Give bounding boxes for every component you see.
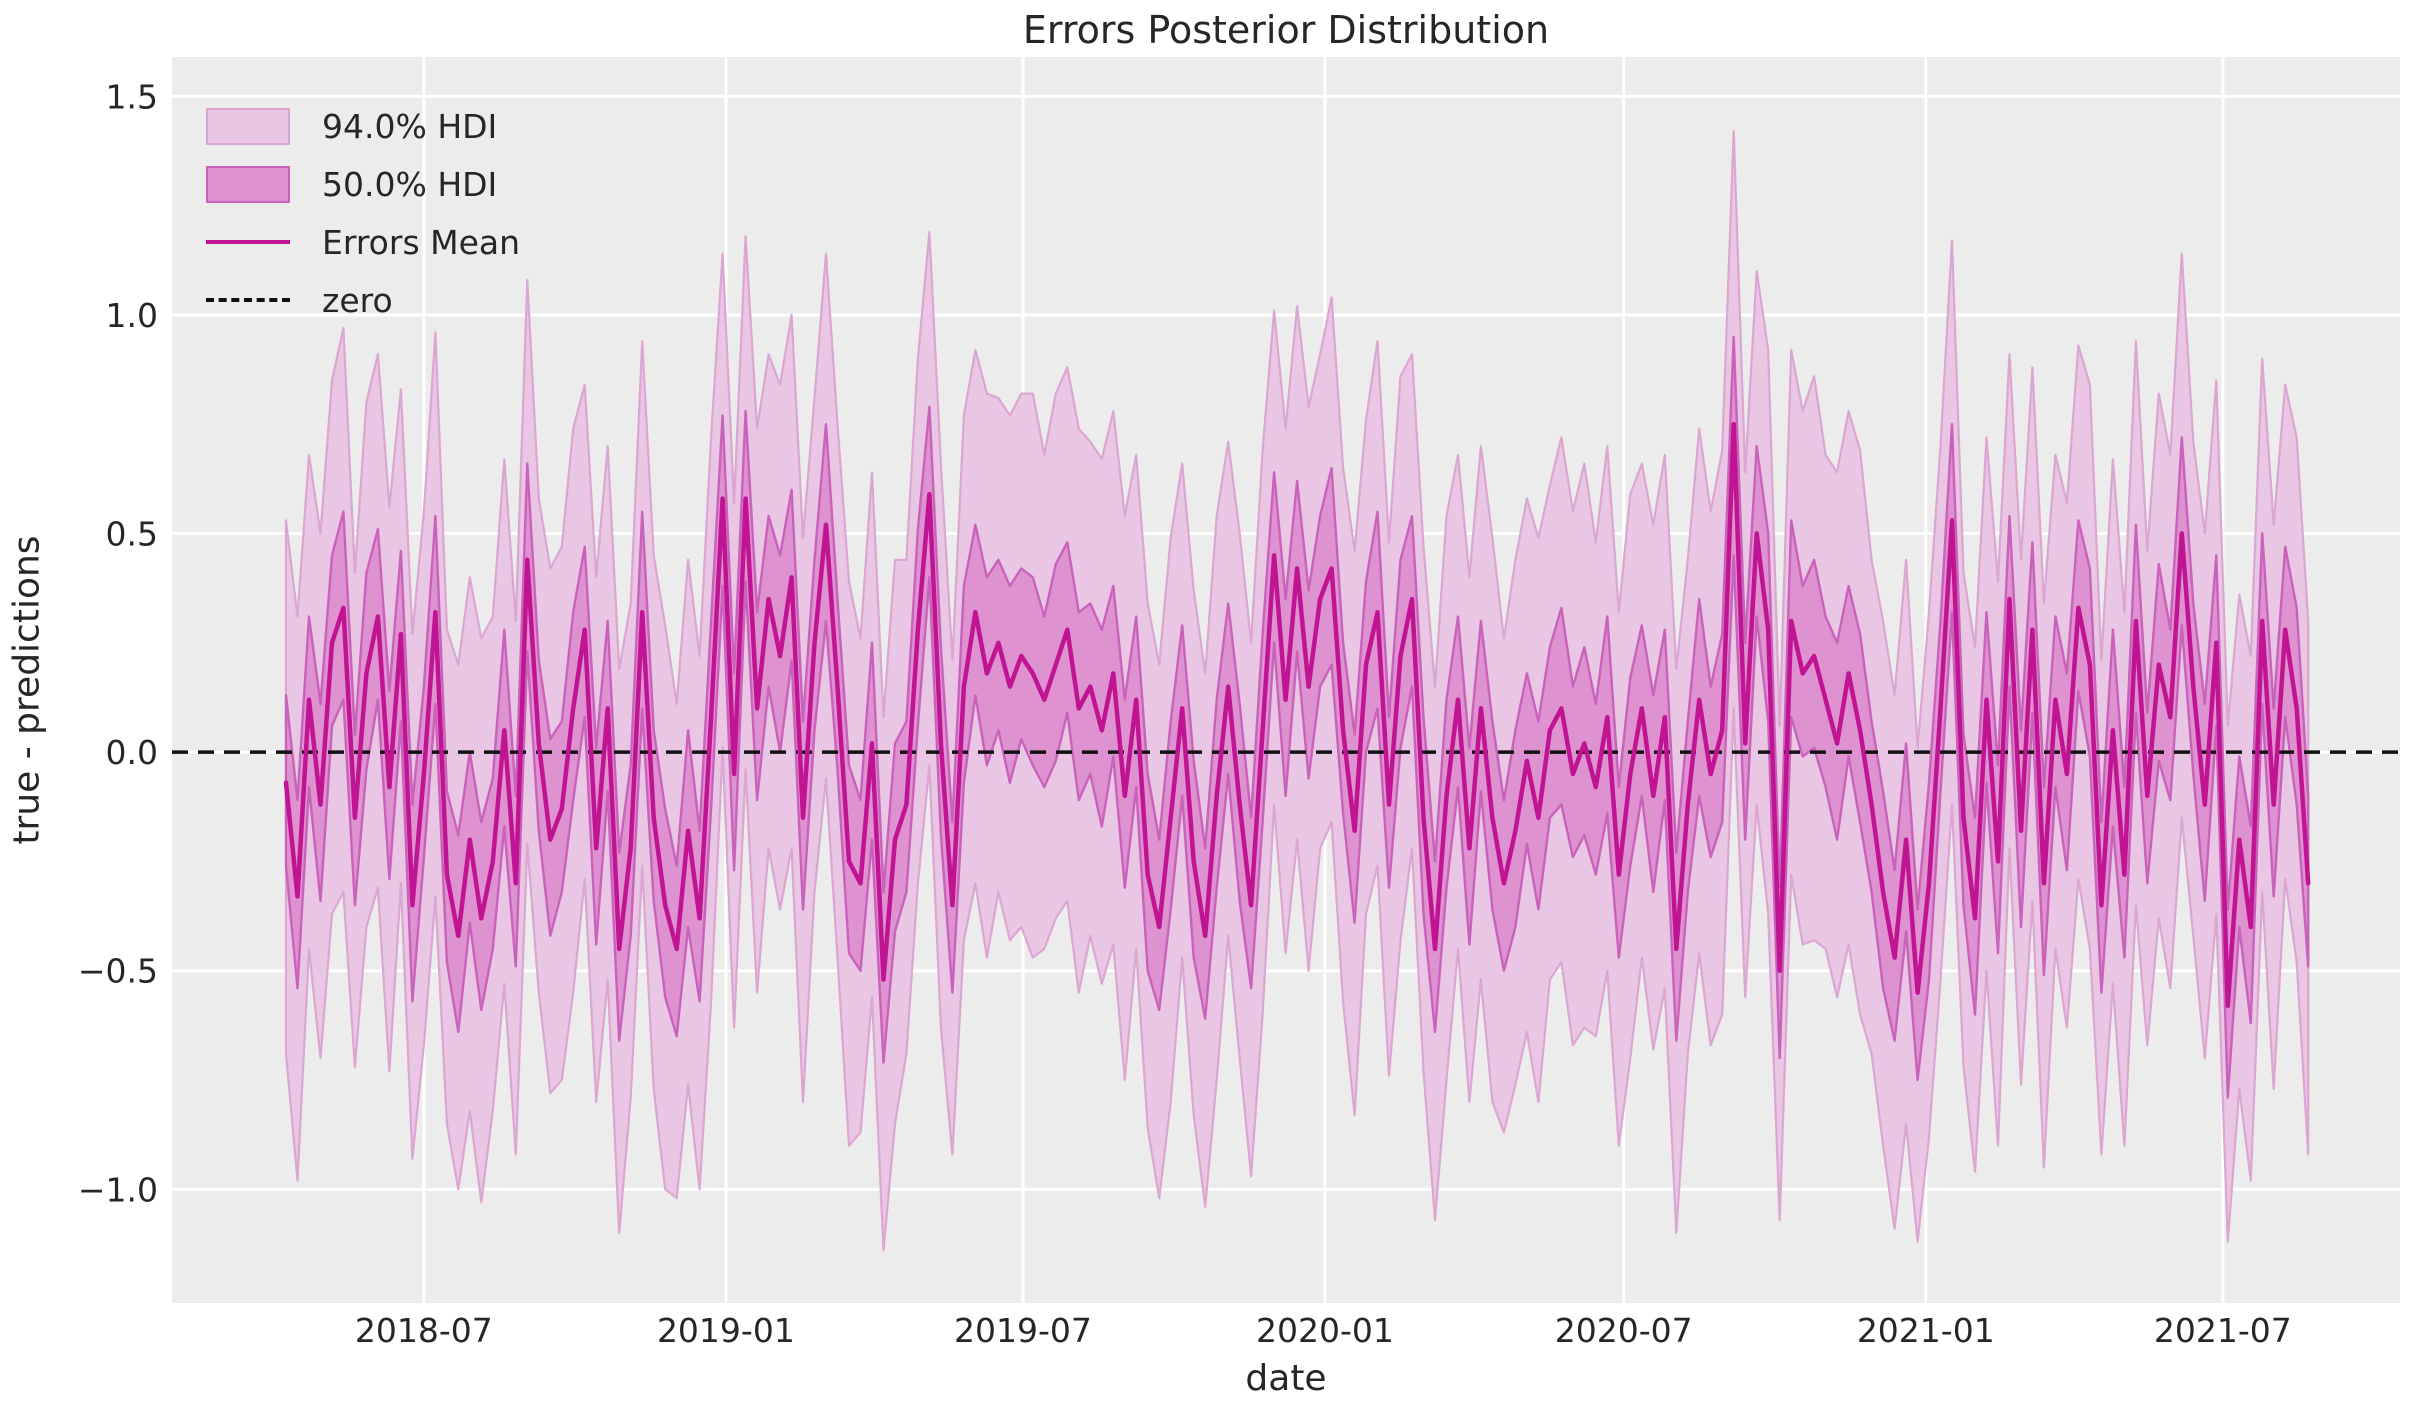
legend-label-94-hdi: 94.0% HDI bbox=[322, 106, 498, 146]
y-tick-label: 1.5 bbox=[106, 77, 158, 116]
hdi-94-band bbox=[284, 130, 2310, 1252]
x-tick-label: 2019-07 bbox=[954, 1311, 1092, 1350]
y-tick-label: −0.5 bbox=[78, 952, 158, 991]
legend-swatch-94-hdi-icon bbox=[206, 107, 290, 145]
chart-title: Errors Posterior Distribution bbox=[1022, 8, 1550, 52]
y-tick-label: 1.0 bbox=[106, 296, 158, 335]
legend-swatch-errors-mean-icon bbox=[206, 240, 290, 244]
hdi-50-band bbox=[284, 335, 2310, 1099]
x-tick-label: 2021-07 bbox=[2154, 1311, 2292, 1350]
x-tick-label: 2020-01 bbox=[1256, 1311, 1394, 1350]
legend-item-50-hdi: 50.0% HDI bbox=[206, 155, 520, 213]
legend-label-zero: zero bbox=[322, 280, 393, 320]
errors-mean-line bbox=[283, 421, 2311, 1008]
legend-item-errors-mean: Errors Mean bbox=[206, 213, 520, 271]
legend-item-zero: zero bbox=[206, 271, 520, 329]
y-tick-label: 0.5 bbox=[106, 515, 158, 554]
x-tick-label: 2018-07 bbox=[355, 1311, 493, 1350]
x-tick-label: 2020-07 bbox=[1555, 1311, 1693, 1350]
y-tick-label: 0.0 bbox=[106, 733, 158, 772]
y-axis-label: true - predictions bbox=[6, 535, 48, 845]
y-tick-label: −1.0 bbox=[78, 1170, 158, 1209]
legend-swatch-zero-icon bbox=[206, 298, 290, 302]
legend-item-94-hdi: 94.0% HDI bbox=[206, 97, 520, 155]
x-axis-label: date bbox=[1245, 1358, 1327, 1399]
legend-label-errors-mean: Errors Mean bbox=[322, 222, 521, 262]
x-tick-label: 2019-01 bbox=[657, 1311, 795, 1350]
legend: 94.0% HDI 50.0% HDI Errors Mean zero bbox=[206, 97, 520, 329]
legend-label-50-hdi: 50.0% HDI bbox=[322, 164, 498, 204]
x-tick-label: 2021-01 bbox=[1857, 1311, 1995, 1350]
legend-swatch-50-hdi-icon bbox=[206, 165, 290, 203]
